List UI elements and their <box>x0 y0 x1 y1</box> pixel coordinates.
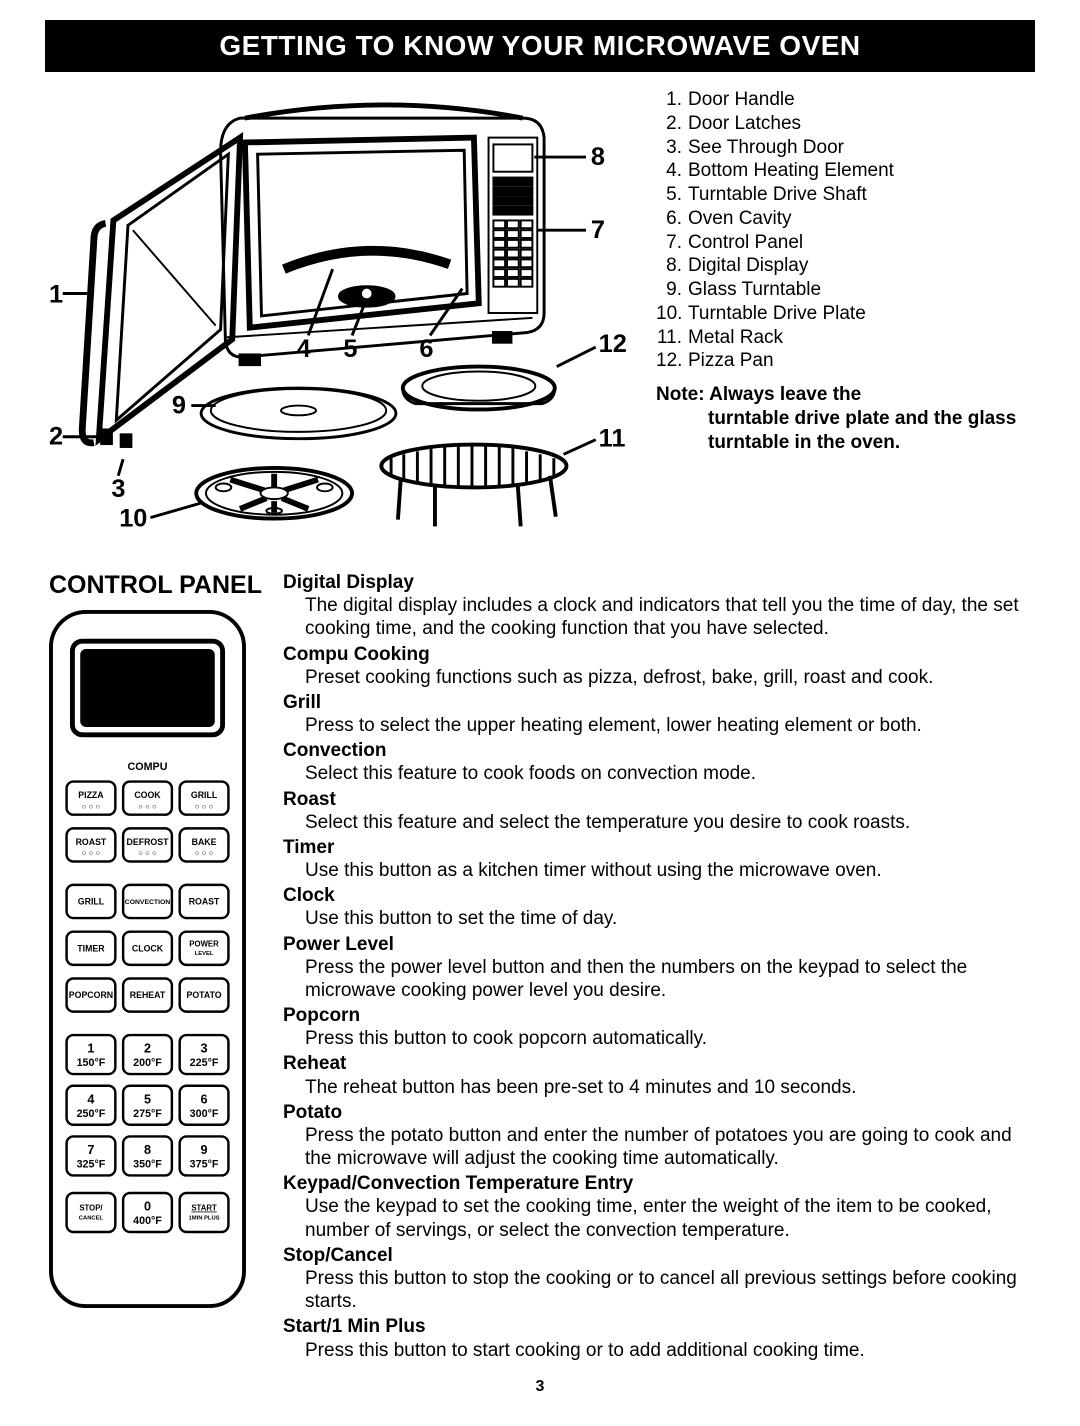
callout-5: 5 <box>343 335 357 363</box>
callout-6: 6 <box>419 335 433 363</box>
svg-text:GRILL: GRILL <box>191 790 218 800</box>
description-item: Start/1 Min PlusPress this button to sta… <box>283 1315 1035 1361</box>
callout-11: 11 <box>599 425 626 453</box>
callout-7: 7 <box>591 216 605 244</box>
description-item: PopcornPress this button to cook popcorn… <box>283 1004 1035 1050</box>
svg-text:5: 5 <box>144 1092 151 1106</box>
svg-text:TIMER: TIMER <box>77 943 105 953</box>
description-item: ClockUse this button to set the time of … <box>283 884 1035 930</box>
description-item: RoastSelect this feature and select the … <box>283 788 1035 834</box>
part-item: 8.Digital Display <box>656 254 1035 278</box>
part-item: 2.Door Latches <box>656 112 1035 136</box>
svg-text:0: 0 <box>144 1200 151 1214</box>
svg-text:3: 3 <box>201 1042 208 1056</box>
svg-text:9: 9 <box>201 1143 208 1157</box>
part-item: 10.Turntable Drive Plate <box>656 302 1035 326</box>
part-item: 5.Turntable Drive Shaft <box>656 183 1035 207</box>
svg-text:PIZZA: PIZZA <box>78 790 104 800</box>
svg-text:150°F: 150°F <box>77 1057 106 1069</box>
description-item: Stop/CancelPress this button to stop the… <box>283 1244 1035 1314</box>
callout-1: 1 <box>49 280 63 308</box>
compu-label: COMPU <box>128 761 168 773</box>
page-number: 3 <box>45 1378 1035 1396</box>
note-text: Note: Always leave the turntable drive p… <box>650 383 1035 454</box>
svg-text:1MIN PLUS: 1MIN PLUS <box>188 1215 219 1221</box>
svg-text:ROAST: ROAST <box>76 837 107 847</box>
svg-text:8: 8 <box>144 1143 151 1157</box>
svg-text:○ ○ ○: ○ ○ ○ <box>138 802 156 811</box>
svg-text:○ ○ ○: ○ ○ ○ <box>138 849 156 858</box>
callout-9: 9 <box>172 391 186 419</box>
svg-text:REHEAT: REHEAT <box>130 990 166 1000</box>
svg-text:300°F: 300°F <box>190 1108 219 1120</box>
part-item: 6.Oven Cavity <box>656 207 1035 231</box>
description-item: Digital DisplayThe digital display inclu… <box>283 571 1035 641</box>
description-item: Compu CookingPreset cooking functions su… <box>283 643 1035 689</box>
description-item: Power LevelPress the power level button … <box>283 933 1035 1003</box>
svg-text:○ ○ ○: ○ ○ ○ <box>195 849 213 858</box>
svg-text:400°F: 400°F <box>133 1215 162 1227</box>
svg-text:CONVECTION: CONVECTION <box>125 899 170 906</box>
svg-text:CANCEL: CANCEL <box>79 1215 104 1221</box>
svg-text:GRILL: GRILL <box>78 897 105 907</box>
svg-text:DEFROST: DEFROST <box>127 837 170 847</box>
parts-list: 1.Door Handle2.Door Latches3.See Through… <box>650 84 1035 547</box>
description-item: ConvectionSelect this feature to cook fo… <box>283 739 1035 785</box>
description-item: TimerUse this button as a kitchen timer … <box>283 836 1035 882</box>
svg-text:START: START <box>191 1204 217 1213</box>
part-item: 9.Glass Turntable <box>656 278 1035 302</box>
svg-text:○ ○ ○: ○ ○ ○ <box>195 802 213 811</box>
svg-text:CLOCK: CLOCK <box>132 943 164 953</box>
svg-text:2: 2 <box>144 1042 151 1056</box>
part-item: 7.Control Panel <box>656 231 1035 255</box>
svg-text:LEVEL: LEVEL <box>195 951 214 957</box>
callout-4: 4 <box>297 335 311 363</box>
svg-text:225°F: 225°F <box>190 1057 219 1069</box>
callout-10: 10 <box>119 504 147 532</box>
top-section: 1 2 3 4 5 6 7 8 9 10 11 12 1.Door Handle… <box>45 84 1035 547</box>
part-item: 11.Metal Rack <box>656 326 1035 350</box>
description-item: PotatoPress the potato button and enter … <box>283 1101 1035 1171</box>
svg-text:POWER: POWER <box>189 939 219 948</box>
svg-text:COOK: COOK <box>134 790 161 800</box>
part-item: 1.Door Handle <box>656 88 1035 112</box>
svg-text:200°F: 200°F <box>133 1057 162 1069</box>
control-panel-heading: CONTROL PANEL <box>49 571 265 600</box>
diagram-svg: 1 2 3 4 5 6 7 8 9 10 11 12 <box>45 84 630 542</box>
svg-text:250°F: 250°F <box>77 1108 106 1120</box>
description-item: ReheatThe reheat button has been pre-set… <box>283 1052 1035 1098</box>
svg-text:350°F: 350°F <box>133 1159 162 1171</box>
description-item: Keypad/Convection Temperature EntryUse t… <box>283 1172 1035 1242</box>
callout-2: 2 <box>49 423 63 451</box>
svg-text:7: 7 <box>87 1143 94 1157</box>
part-item: 3.See Through Door <box>656 136 1035 160</box>
microwave-diagram: 1 2 3 4 5 6 7 8 9 10 11 12 <box>45 84 630 547</box>
callout-8: 8 <box>591 143 605 171</box>
svg-text:6: 6 <box>201 1092 208 1106</box>
part-item: 4.Bottom Heating Element <box>656 159 1035 183</box>
svg-text:BAKE: BAKE <box>192 837 217 847</box>
svg-text:STOP/: STOP/ <box>79 1204 103 1213</box>
svg-text:325°F: 325°F <box>77 1159 106 1171</box>
svg-text:○ ○ ○: ○ ○ ○ <box>82 849 100 858</box>
svg-text:4: 4 <box>87 1092 94 1106</box>
svg-text:ROAST: ROAST <box>189 897 220 907</box>
callout-3: 3 <box>111 475 125 503</box>
part-item: 12.Pizza Pan <box>656 349 1035 373</box>
control-panel-diagram: COMPU PIZZA ○ ○ ○ COOK ○ ○ ○ GRILL ○ ○ ○ ROAST… <box>45 608 250 1315</box>
svg-text:275°F: 275°F <box>133 1108 162 1120</box>
svg-text:POTATO: POTATO <box>187 990 222 1000</box>
descriptions: Digital DisplayThe digital display inclu… <box>283 571 1035 1364</box>
svg-text:375°F: 375°F <box>190 1159 219 1171</box>
svg-text:1: 1 <box>87 1042 94 1056</box>
description-item: GrillPress to select the upper heating e… <box>283 691 1035 737</box>
callout-12: 12 <box>599 330 627 358</box>
svg-text:POPCORN: POPCORN <box>69 990 113 1000</box>
svg-text:○ ○ ○: ○ ○ ○ <box>82 802 100 811</box>
page-title: GETTING TO KNOW YOUR MICROWAVE OVEN <box>45 20 1035 72</box>
